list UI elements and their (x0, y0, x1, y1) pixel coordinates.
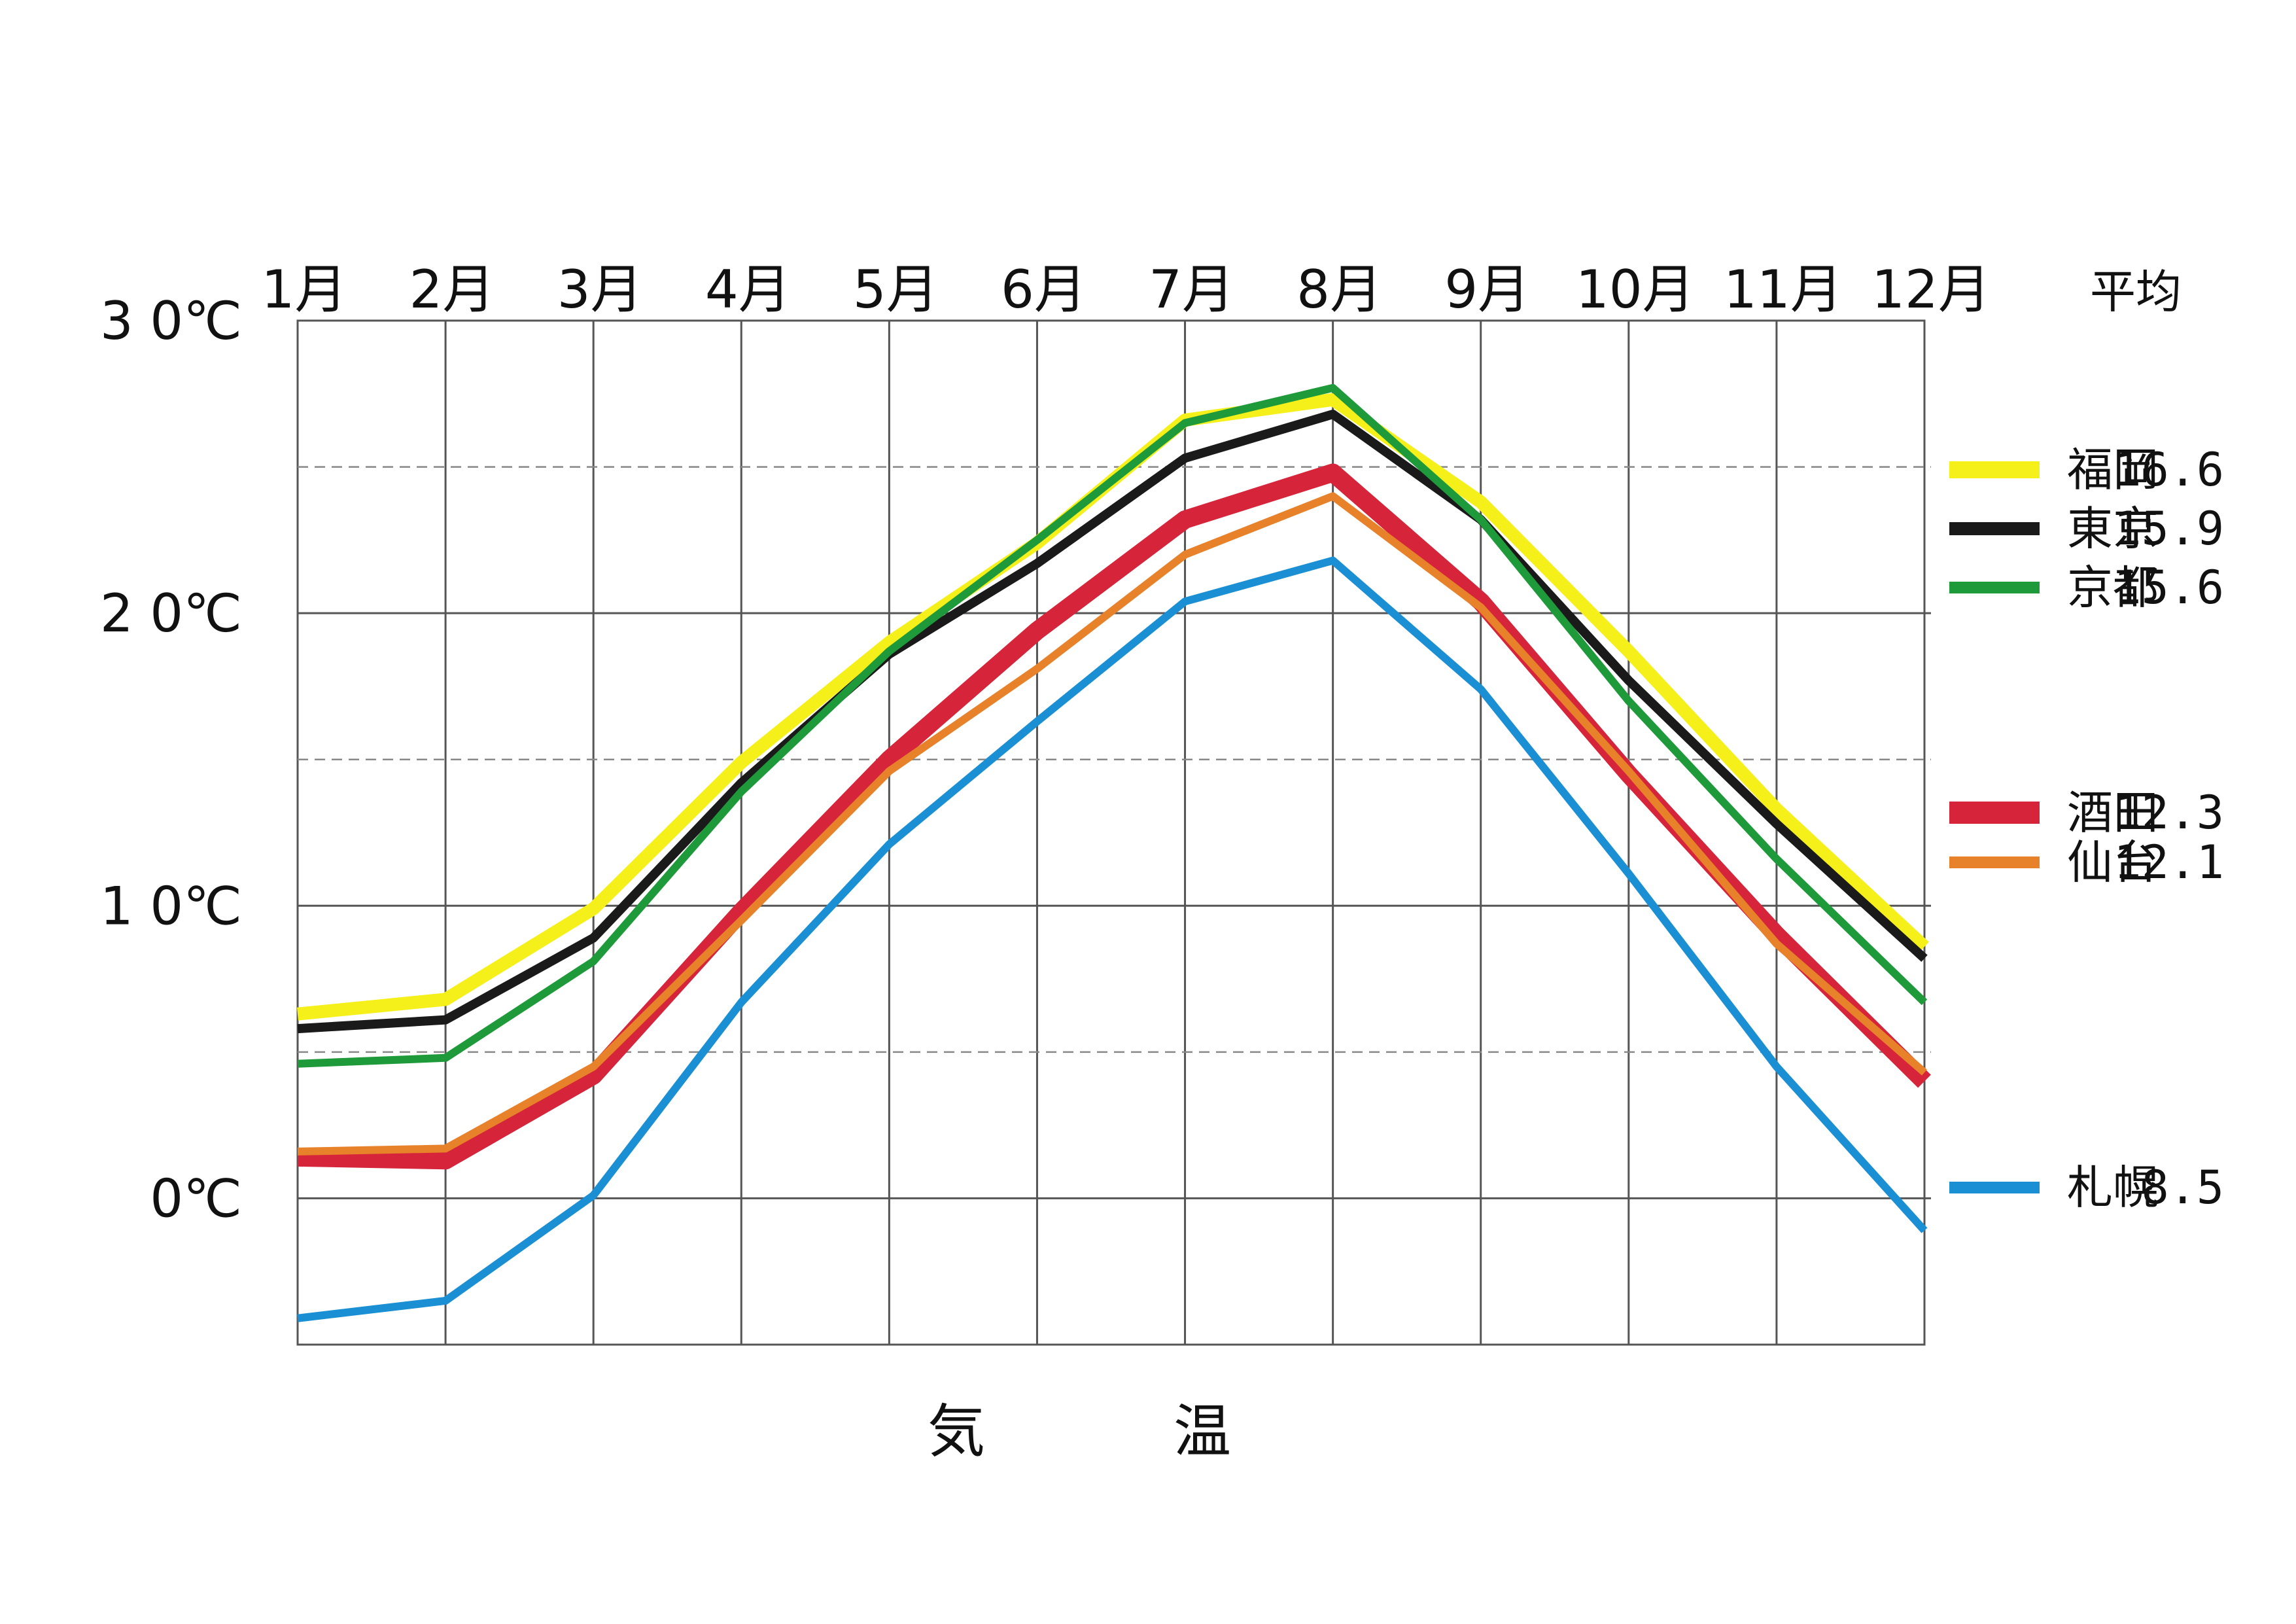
legend-average: 12.1 (2113, 836, 2224, 889)
series-lines (297, 383, 1931, 1322)
x-tick-label: 10月 (1576, 259, 1695, 320)
x-tick-label: 6月 (1001, 259, 1087, 320)
x-tick-label: 11月 (1724, 259, 1843, 320)
x-tick-labels: 1月 2月 3月 4月 5月 6月 7月 8月 9月 10月 11月 12月 (262, 259, 1991, 320)
series-line-5 (297, 492, 1927, 1156)
x-tick-label: 1月 (262, 259, 347, 320)
series-line-4 (297, 463, 1931, 1170)
legend-label: 東京 (2067, 502, 2159, 556)
legend-average: 15.9 (2113, 502, 2224, 556)
series-line-1 (297, 393, 1929, 1021)
legend-label: 札幌 (2067, 1161, 2159, 1214)
y-tick-label: 2 0℃ (100, 583, 242, 644)
average-header: 平均 (2090, 265, 2182, 319)
x-tick-label: 5月 (853, 259, 939, 320)
legend-label: 仙台 (2067, 836, 2159, 889)
grid (296, 319, 1931, 1346)
legend-average: 15.6 (2113, 561, 2224, 614)
legend-label: 福岡 (2067, 443, 2159, 497)
x-tick-label: 3月 (557, 259, 643, 320)
y-tick-label: 3 0℃ (100, 291, 242, 351)
legend-average: 16.6 (2113, 443, 2224, 497)
chart-caption: 気 温 (928, 1398, 1296, 1465)
x-tick-label: 4月 (705, 259, 791, 320)
y-tick-labels: 3 0℃ 2 0℃ 1 0℃ 0℃ (100, 291, 242, 1229)
y-tick-label: 0℃ (150, 1168, 242, 1229)
series-line-3 (297, 383, 1928, 1068)
x-tick-label: 2月 (409, 259, 495, 320)
legend-average: 8.5 (2142, 1161, 2224, 1214)
x-tick-label: 9月 (1444, 259, 1530, 320)
x-tick-label: 7月 (1149, 259, 1234, 320)
x-tick-label: 12月 (1871, 259, 1991, 320)
legend-average: 12.3 (2113, 786, 2224, 839)
x-tick-label: 8月 (1296, 259, 1382, 320)
series-line-6 (297, 556, 1928, 1322)
legend-label: 京都 (2067, 561, 2159, 614)
plot-frame (296, 319, 1926, 1346)
y-tick-label: 1 0℃ (100, 875, 242, 936)
series-line-2 (297, 410, 1928, 1034)
legend-label: 酒田 (2067, 786, 2159, 839)
